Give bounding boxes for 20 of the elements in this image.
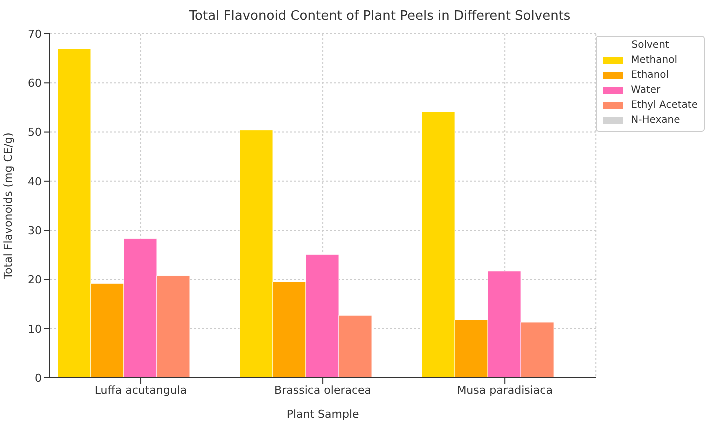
x-tick-label: Musa paradisiaca (457, 384, 553, 397)
x-tick-label: Brassica oleracea (274, 384, 372, 397)
y-tick-label: 70 (28, 28, 42, 41)
legend-label: N-Hexane (631, 115, 680, 126)
y-tick-label: 20 (28, 274, 42, 287)
chart-title: Total Flavonoid Content of Plant Peels in Different Solvents (188, 9, 571, 24)
legend-label: Ethanol (631, 70, 670, 81)
x-axis-title: Plant Sample (286, 408, 360, 421)
legend-label: Water (631, 85, 661, 96)
x-tick-label: Luffa acutangula (94, 384, 188, 397)
y-tick-label: 40 (28, 175, 42, 188)
y-tick-label: 50 (28, 126, 42, 140)
y-axis-title: Total Flavonoids (mg CE/g) (2, 132, 15, 280)
legend-label: Methanol (631, 55, 678, 66)
legend-title: Solvent (630, 40, 670, 51)
legend-label: Ethyl Acetate (631, 100, 698, 111)
y-tick-label: 30 (28, 224, 42, 238)
y-tick-label: 0 (35, 372, 42, 385)
y-tick-label: 60 (28, 77, 42, 90)
y-tick-label: 10 (28, 322, 42, 336)
